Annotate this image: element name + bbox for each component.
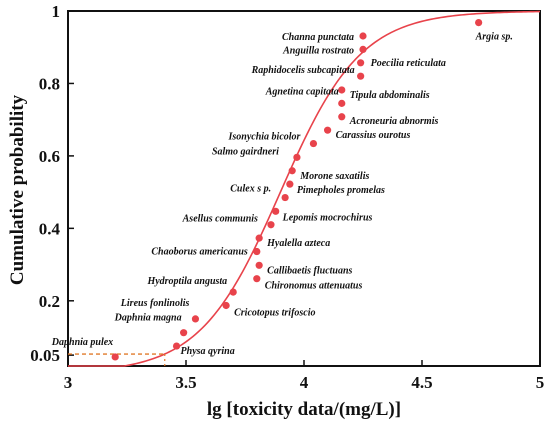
point-label: Anguilla rostrato	[282, 45, 354, 56]
x-tick-label: 3	[64, 373, 73, 392]
point-label: Lireus fonlinolis	[120, 298, 190, 309]
point-label: Physa qyrina	[181, 346, 235, 357]
data-point	[191, 315, 200, 323]
point-labels-layer: Daphnia pulex Physa qyrina Daphnia magna Li…	[51, 32, 513, 357]
y-tick-label: 0.6	[39, 147, 60, 166]
data-point	[222, 301, 230, 310]
data-point	[338, 99, 346, 107]
data-point	[111, 353, 119, 361]
data-point	[255, 234, 263, 242]
data-point	[288, 167, 296, 175]
y-tick-label: 0.4	[39, 219, 61, 238]
point-label: Asellus communis	[182, 214, 258, 225]
point-label: Isonychia bicolor	[227, 132, 300, 143]
x-tick-label: 3.5	[175, 373, 196, 392]
point-label: Argia sp.	[475, 32, 513, 43]
points-layer	[111, 18, 483, 361]
point-label: Hydroptila angusta	[146, 276, 227, 287]
data-point	[359, 45, 367, 53]
point-label: Salmo gairdneri	[212, 146, 279, 157]
point-label: Agnetina capitata	[265, 86, 339, 97]
data-point	[172, 342, 181, 350]
data-point	[229, 288, 237, 296]
data-point	[357, 72, 365, 80]
x-tick-label: 4	[300, 373, 309, 392]
data-point	[293, 153, 301, 161]
data-point	[267, 221, 275, 229]
x-tick-label: 4.5	[411, 373, 432, 392]
point-label: Lepomis mocrochirus	[282, 212, 373, 223]
data-point	[286, 180, 294, 188]
data-point	[281, 193, 289, 202]
point-label: Cricotopus trifoscio	[234, 308, 315, 319]
x-tick-label: 5	[536, 373, 545, 392]
point-label: Poecilia reticulata	[371, 58, 446, 69]
point-label: Tipula abdominalis	[350, 90, 430, 101]
data-point	[338, 113, 346, 121]
data-point	[324, 126, 332, 134]
point-label: Raphidocelis subcapitata	[251, 65, 355, 76]
point-label: Daphnia magna	[114, 313, 182, 324]
point-label: Daphnia pulex	[51, 337, 113, 348]
y-tick-label: 1	[52, 2, 61, 21]
point-label: Morone saxatilis	[299, 171, 369, 182]
point-label: Acroneuria abnormis	[349, 116, 439, 127]
fitted-curve	[68, 10, 541, 367]
data-point	[309, 139, 318, 148]
y-tick-label: 0.2	[39, 292, 60, 311]
y-tick-label: 0.05	[30, 346, 60, 365]
data-point	[359, 32, 367, 40]
axes: 3 3.5 4 4.5 5 0.05 0.2 0.4 0.6 0.8 1	[30, 2, 544, 392]
y-axis-title: Cumulative probability	[7, 94, 28, 285]
data-point	[255, 261, 263, 269]
point-label: Chaoborus americanus	[151, 247, 248, 258]
data-point	[357, 59, 365, 67]
point-label: Carassius ourotus	[336, 130, 411, 141]
data-point	[475, 18, 483, 27]
point-label: Chironomus attenuatus	[265, 281, 363, 292]
point-label: Culex s p.	[230, 184, 271, 195]
data-point	[253, 275, 261, 283]
point-label: Hyalella azteca	[266, 238, 330, 249]
y-tick-label: 0.8	[39, 74, 60, 93]
data-point	[253, 247, 261, 256]
data-point	[272, 207, 280, 215]
point-label: Pimepholes promelas	[297, 185, 385, 196]
x-axis-title: lg [toxicity data/(mg/L)]	[207, 399, 401, 420]
data-point	[338, 86, 346, 94]
curve-layer	[68, 10, 541, 367]
point-label: Callibaetis fluctuans	[267, 265, 352, 276]
data-point	[180, 329, 188, 337]
point-label: Channa punctata	[282, 32, 354, 43]
